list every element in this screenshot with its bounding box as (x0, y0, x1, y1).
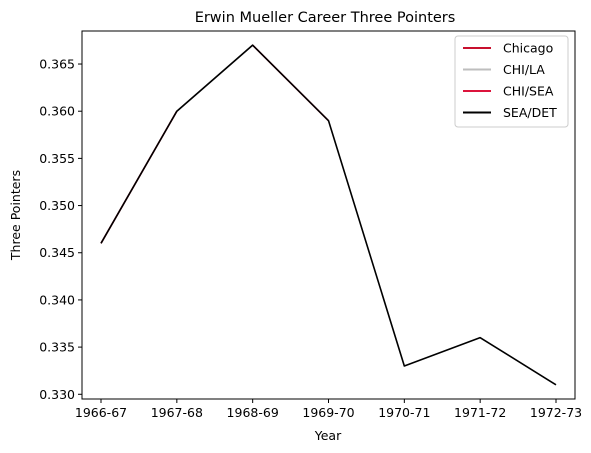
x-tick-label: 1970-71 (378, 405, 430, 420)
chart-title: Erwin Mueller Career Three Pointers (195, 10, 456, 26)
x-tick-label: 1966-67 (75, 405, 127, 420)
x-tick-label: 1971-72 (454, 405, 506, 420)
x-tick-label: 1968-69 (227, 405, 279, 420)
legend-box (454, 35, 569, 128)
y-tick-label: 0.340 (39, 292, 75, 307)
y-tick-label: 0.365 (39, 57, 75, 72)
series-line (100, 44, 557, 386)
x-tick-label: 1967-68 (151, 405, 203, 420)
legend-label: CHI/LA (503, 62, 545, 77)
plot-lines (100, 44, 557, 386)
legend-label: CHI/SEA (503, 84, 554, 99)
y-axis-label: Three Pointers (8, 170, 23, 261)
y-tick-label: 0.355 (39, 151, 75, 166)
x-tick-label: 1972-73 (530, 405, 582, 420)
x-tick-label: 1969-70 (302, 405, 354, 420)
legend-label: SEA/DET (503, 105, 557, 120)
y-tick-label: 0.350 (39, 198, 75, 213)
y-axis: 0.330 0.335 0.340 0.345 0.350 0.355 0.360 0.365 (39, 57, 82, 402)
y-tick-label: 0.330 (39, 387, 75, 402)
y-tick-label: 0.335 (39, 340, 75, 355)
legend-label: Chicago (503, 41, 553, 56)
legend: Chicago CHI/LA CHI/SEA SEA/DET (454, 35, 569, 128)
x-axis-label: Year (314, 428, 342, 443)
y-tick-label: 0.345 (39, 245, 75, 260)
x-axis: 1966-67 1967-68 1968-69 1969-70 1970-71 1971-… (75, 399, 582, 420)
y-tick-label: 0.360 (39, 104, 75, 119)
